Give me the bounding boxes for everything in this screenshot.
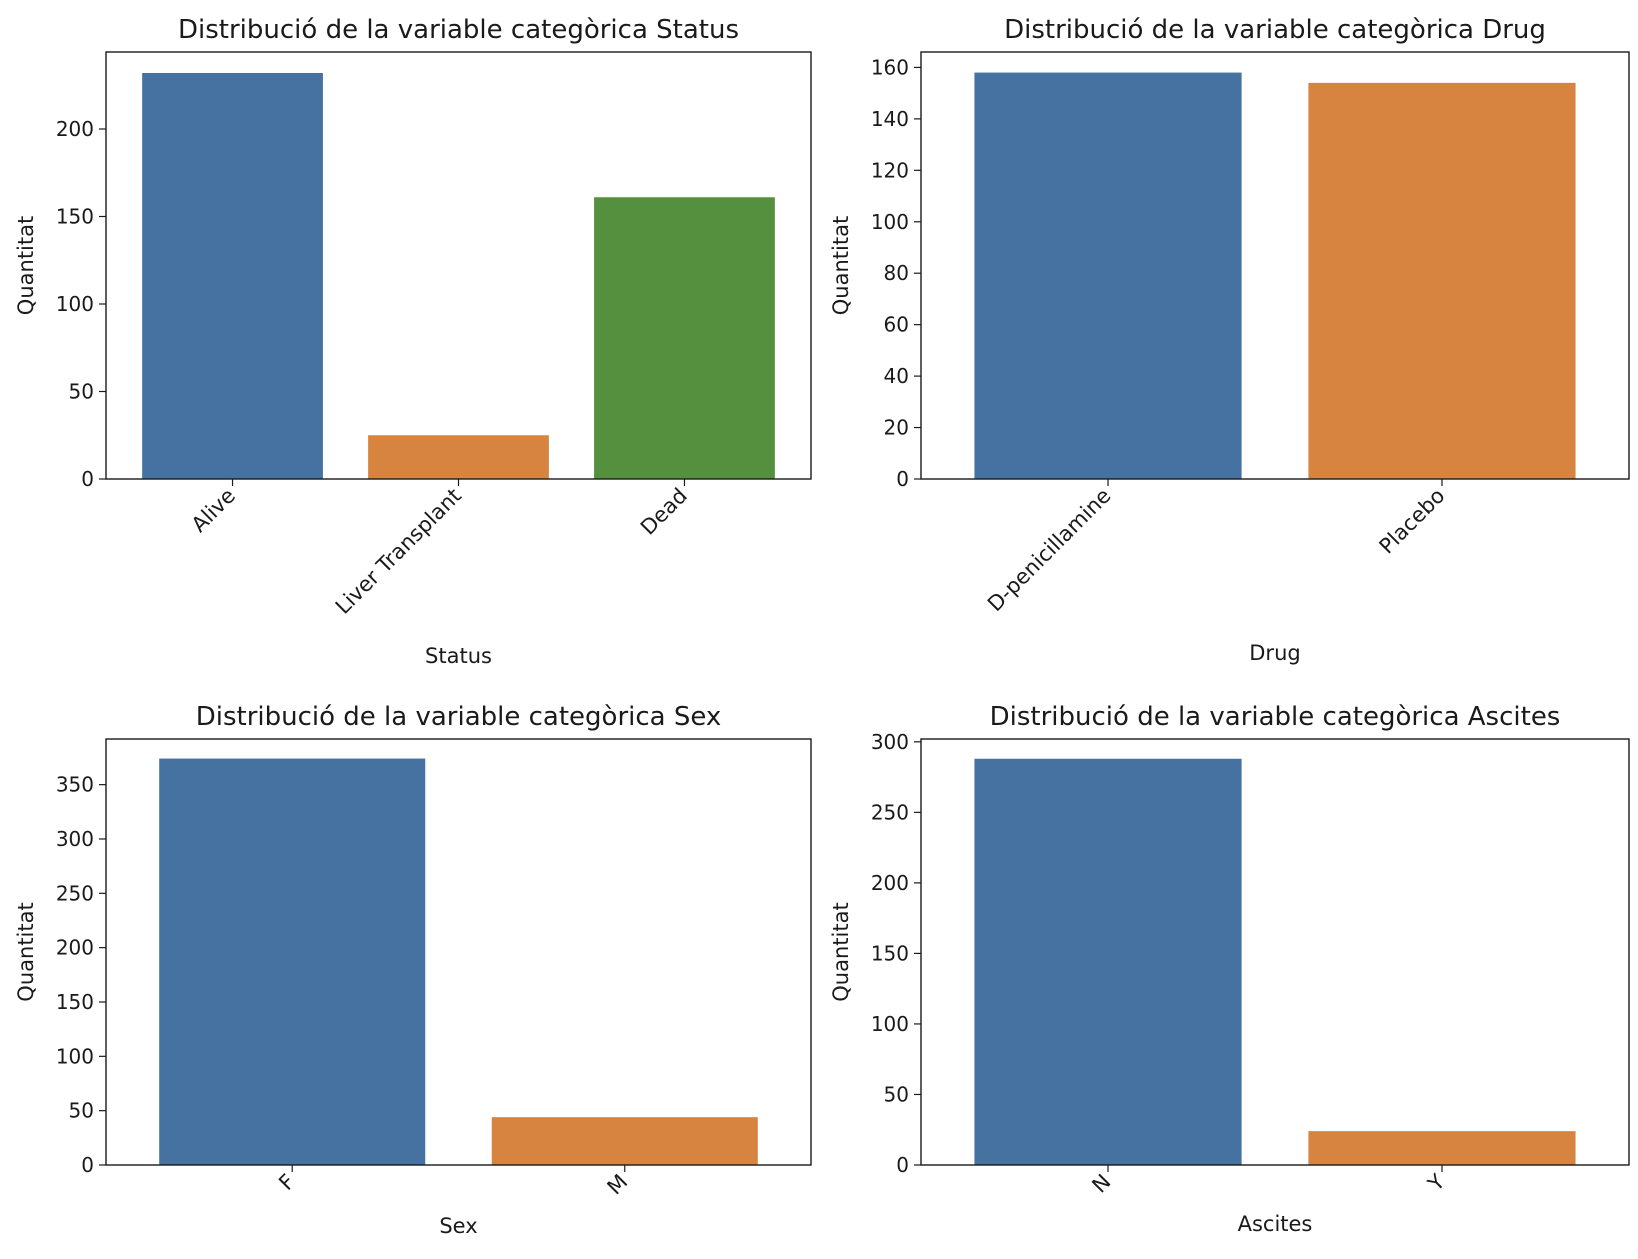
y-tick-label: 350 [56,773,94,797]
y-tick-label: 40 [884,364,909,388]
y-axis-label: Quantitat [829,902,853,1001]
y-tick-label: 250 [871,800,909,824]
x-axis-label: Sex [439,1214,477,1238]
y-tick-label: 50 [69,380,94,404]
y-axis-label: Quantitat [829,216,853,315]
x-tick-label: Liver Transplant [331,484,466,619]
bar-n [974,758,1242,1165]
y-tick-label: 300 [56,827,94,851]
x-tick-label: Y [1423,1169,1450,1196]
bar-m [491,1117,758,1165]
y-tick-label: 20 [884,416,909,440]
y-tick-label: 0 [81,1153,94,1177]
y-tick-label: 300 [871,730,909,754]
chart-title: Distribució de la variable categòrica Se… [196,702,722,732]
y-tick-label: 150 [56,990,94,1014]
y-tick-label: 100 [56,292,94,316]
bar-d-penicillamine [974,72,1242,480]
y-axis-label: Quantitat [14,216,38,315]
y-tick-label: 120 [871,158,909,182]
y-axis-label: Quantitat [14,902,38,1001]
subplot-3: F M 0 50 100 150 200 250 300 350 Distribució de la… [14,702,812,1238]
y-tick-label: 140 [871,107,909,131]
x-tick-label: N [1087,1170,1115,1198]
x-tick-label: M [603,1170,633,1200]
y-tick-label: 100 [56,1044,94,1068]
bar-y [1308,1131,1576,1165]
y-tick-label: 150 [871,941,909,965]
y-tick-label: 150 [56,205,94,229]
x-axis-label: Drug [1249,641,1300,665]
plot-frame [105,51,812,480]
y-tick-label: 50 [69,1099,94,1123]
bar-alive [142,73,323,479]
bar-f [159,758,426,1165]
plot-frame [920,738,1630,1166]
x-tick-label: D-penicillamine [983,484,1116,617]
subplot-2: D-penicillamine Placebo 0 20 40 60 80 100 120 140… [829,15,1630,665]
y-tick-label: 160 [871,55,909,79]
y-tick-label: 0 [896,467,909,491]
y-tick-label: 200 [871,871,909,895]
y-tick-label: 100 [871,210,909,234]
y-tick-label: 50 [884,1082,909,1106]
bar-placebo [1308,82,1576,480]
chart-title: Distribució de la variable categòrica Dr… [1004,15,1546,45]
x-tick-label: F [274,1170,300,1196]
bar-dead [594,197,775,479]
y-tick-label: 100 [871,1012,909,1036]
y-tick-label: 0 [81,467,94,491]
plot-frame [920,51,1630,480]
x-tick-label: Placebo [1375,484,1450,559]
chart-title: Distribució de la variable categòrica As… [990,702,1561,732]
x-axis-label: Ascites [1238,1212,1313,1236]
y-tick-label: 200 [56,936,94,960]
chart-title: Distribució de la variable categòrica St… [178,15,739,45]
bar-liver-transplant [368,435,549,479]
plot-frame [105,738,812,1166]
subplot-4: N Y 0 50 100 150 200 250 300 Distribució de la va… [829,702,1630,1236]
y-tick-label: 60 [884,313,909,337]
y-tick-label: 200 [56,117,94,141]
x-tick-label: Dead [636,484,692,540]
x-axis-label: Status [425,644,492,668]
subplot-1: Alive Liver Transplant Dead 0 50 100 150 200 Dis… [14,15,812,668]
y-tick-label: 250 [56,881,94,905]
x-tick-label: Alive [187,484,240,537]
y-tick-label: 80 [884,261,909,285]
y-tick-label: 0 [896,1153,909,1177]
